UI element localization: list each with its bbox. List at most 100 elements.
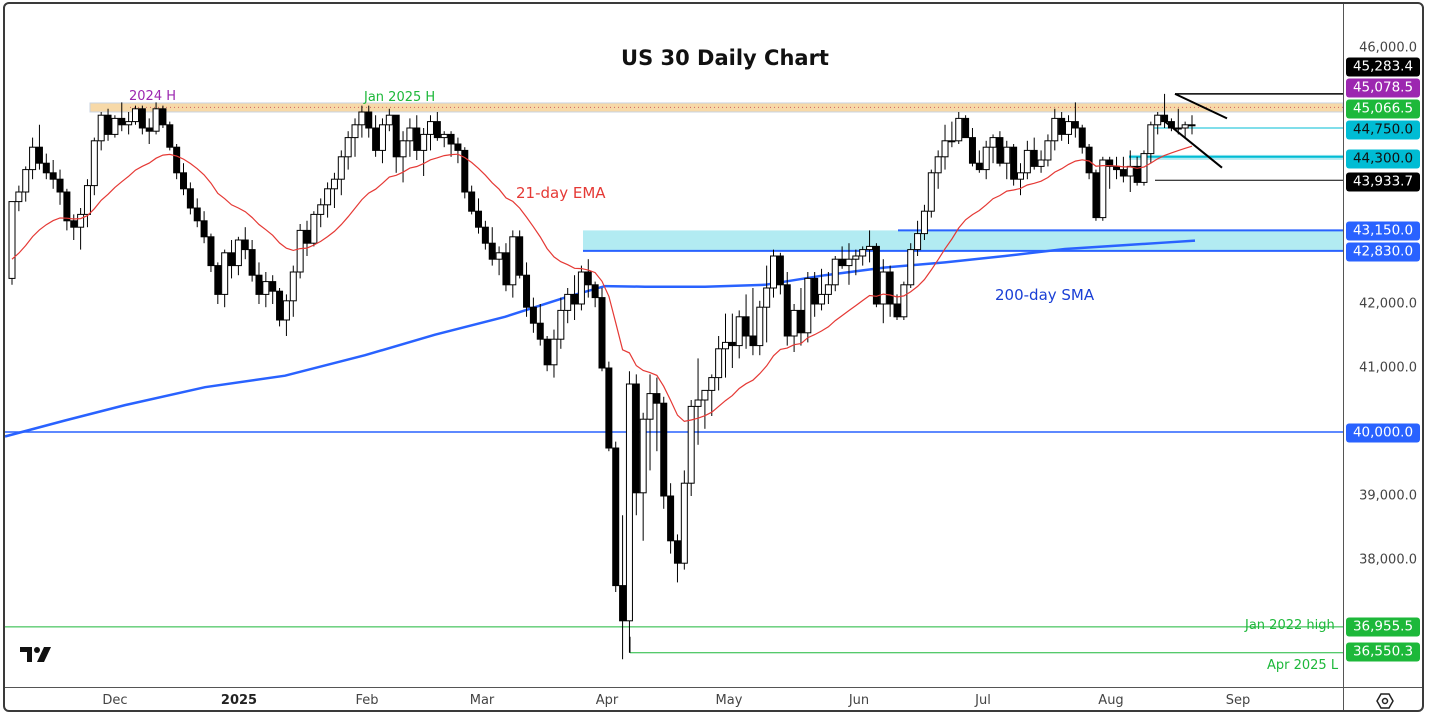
price-label-badge: 43,150.0 [1346, 221, 1420, 241]
annotation-2024-high: 2024 H [129, 89, 176, 104]
candle-body [968, 137, 976, 164]
candle-body [1154, 114, 1162, 126]
candle-body [728, 341, 736, 347]
price-axis[interactable]: 46,000.0 42,000.0 41,000.0 40,000.0 39,000.0… [1343, 4, 1422, 687]
price-label-badge: 42,830.0 [1346, 242, 1420, 262]
candle-body [818, 293, 826, 305]
candle-body [296, 229, 304, 273]
annotation-jan-2025-high: Jan 2025 H [364, 90, 436, 105]
candle-body [756, 306, 764, 347]
price-tick: 38,000.0 [1359, 552, 1417, 568]
candle-body [378, 124, 386, 151]
flag-lower-trendline [1164, 120, 1223, 169]
flag-upper-trendline [1174, 92, 1228, 120]
candle-body [598, 297, 606, 369]
candle-body [63, 191, 71, 222]
time-tick: Dec [102, 693, 128, 708]
candle-body [317, 204, 325, 215]
candle-body [907, 249, 915, 286]
time-tick: Jul [975, 693, 991, 708]
candle-body [255, 274, 263, 295]
candle-body [97, 114, 105, 142]
candle-body [625, 383, 633, 622]
candle-body [866, 245, 874, 251]
candle-body [941, 140, 949, 158]
chart-plot-area[interactable]: US 30 Daily Chart 2024 H Jan 2025 H 21-d… [5, 4, 1343, 687]
candle-body [324, 188, 332, 206]
candle-body [90, 140, 98, 187]
candle-body [797, 309, 805, 334]
price-label-badge: 45,066.5 [1346, 99, 1420, 119]
candle-body [1078, 127, 1086, 148]
candle-body [557, 309, 565, 340]
candle-body [180, 172, 188, 190]
candle-body [433, 121, 441, 139]
tradingview-logo-icon[interactable] [20, 644, 60, 668]
candle-body [200, 220, 208, 238]
candle-body [440, 133, 448, 139]
candle-body [166, 124, 174, 148]
candle-body [152, 108, 160, 132]
candle-body [29, 146, 37, 171]
candle-body [584, 271, 592, 286]
candle-body [495, 252, 503, 260]
time-axis[interactable]: Dec 2025 Feb Mar Apr May Jun Jul Aug Sep [5, 687, 1343, 710]
candle-body [193, 207, 201, 222]
candle-body [996, 137, 1004, 164]
candle-body [639, 418, 647, 494]
annotation-apr-2025-low: Apr 2025 L [1267, 658, 1339, 673]
chart-settings-button[interactable] [1343, 687, 1422, 710]
candle-body [454, 143, 462, 151]
candle-body [385, 114, 393, 126]
candle-body [536, 322, 544, 340]
candle-body [481, 226, 489, 244]
candle-body [488, 242, 496, 260]
candle-body [790, 309, 798, 337]
time-tick: Apr [595, 693, 619, 708]
candle-body [413, 127, 421, 151]
candle-body [104, 114, 112, 135]
candle-body [591, 284, 599, 299]
candle-body [742, 316, 750, 337]
price-label-badge: 43,933.7 [1346, 172, 1420, 192]
candle-body [1161, 114, 1169, 123]
candle-body [612, 447, 620, 587]
candle-body [461, 149, 469, 193]
chart-title: US 30 Daily Chart [621, 46, 829, 70]
price-tick: 41,000.0 [1359, 360, 1417, 376]
candle-body [1030, 149, 1038, 167]
price-label-badge: 44,300.0 [1346, 149, 1420, 169]
candle-body [1167, 121, 1175, 129]
candle-body [344, 137, 352, 158]
price-label-badge: 40,000.0 [1346, 423, 1420, 443]
candle-body [42, 162, 50, 174]
candle-body [186, 188, 194, 209]
candle-body [269, 281, 277, 292]
candle-body [214, 265, 222, 295]
candle-body [276, 290, 284, 321]
candle-body [159, 108, 167, 126]
candle-body [56, 178, 64, 193]
candle-body [708, 377, 716, 391]
candle-body [824, 284, 832, 295]
candle-body [207, 236, 215, 267]
candle-body [934, 156, 942, 174]
candle-body [234, 239, 242, 267]
candle-body [1106, 159, 1114, 167]
candle-body [70, 220, 78, 228]
price-label-badge: 44,750.0 [1346, 120, 1420, 140]
candle-body [228, 252, 236, 267]
candle-body [721, 341, 729, 350]
candle-body [948, 140, 956, 143]
candlestick-chart[interactable] [5, 4, 1343, 687]
candle-body [955, 117, 963, 142]
time-tick: Sep [1225, 693, 1251, 708]
support-zone [583, 230, 1343, 251]
candle-body [1071, 121, 1079, 129]
candle-body [653, 393, 661, 404]
chart-window: US 30 Daily Chart 2024 H Jan 2025 H 21-d… [3, 2, 1424, 712]
time-tick: Feb [355, 693, 379, 708]
price-tick: 42,000.0 [1359, 296, 1417, 312]
candle-body [365, 111, 373, 129]
candle-body [241, 239, 249, 251]
